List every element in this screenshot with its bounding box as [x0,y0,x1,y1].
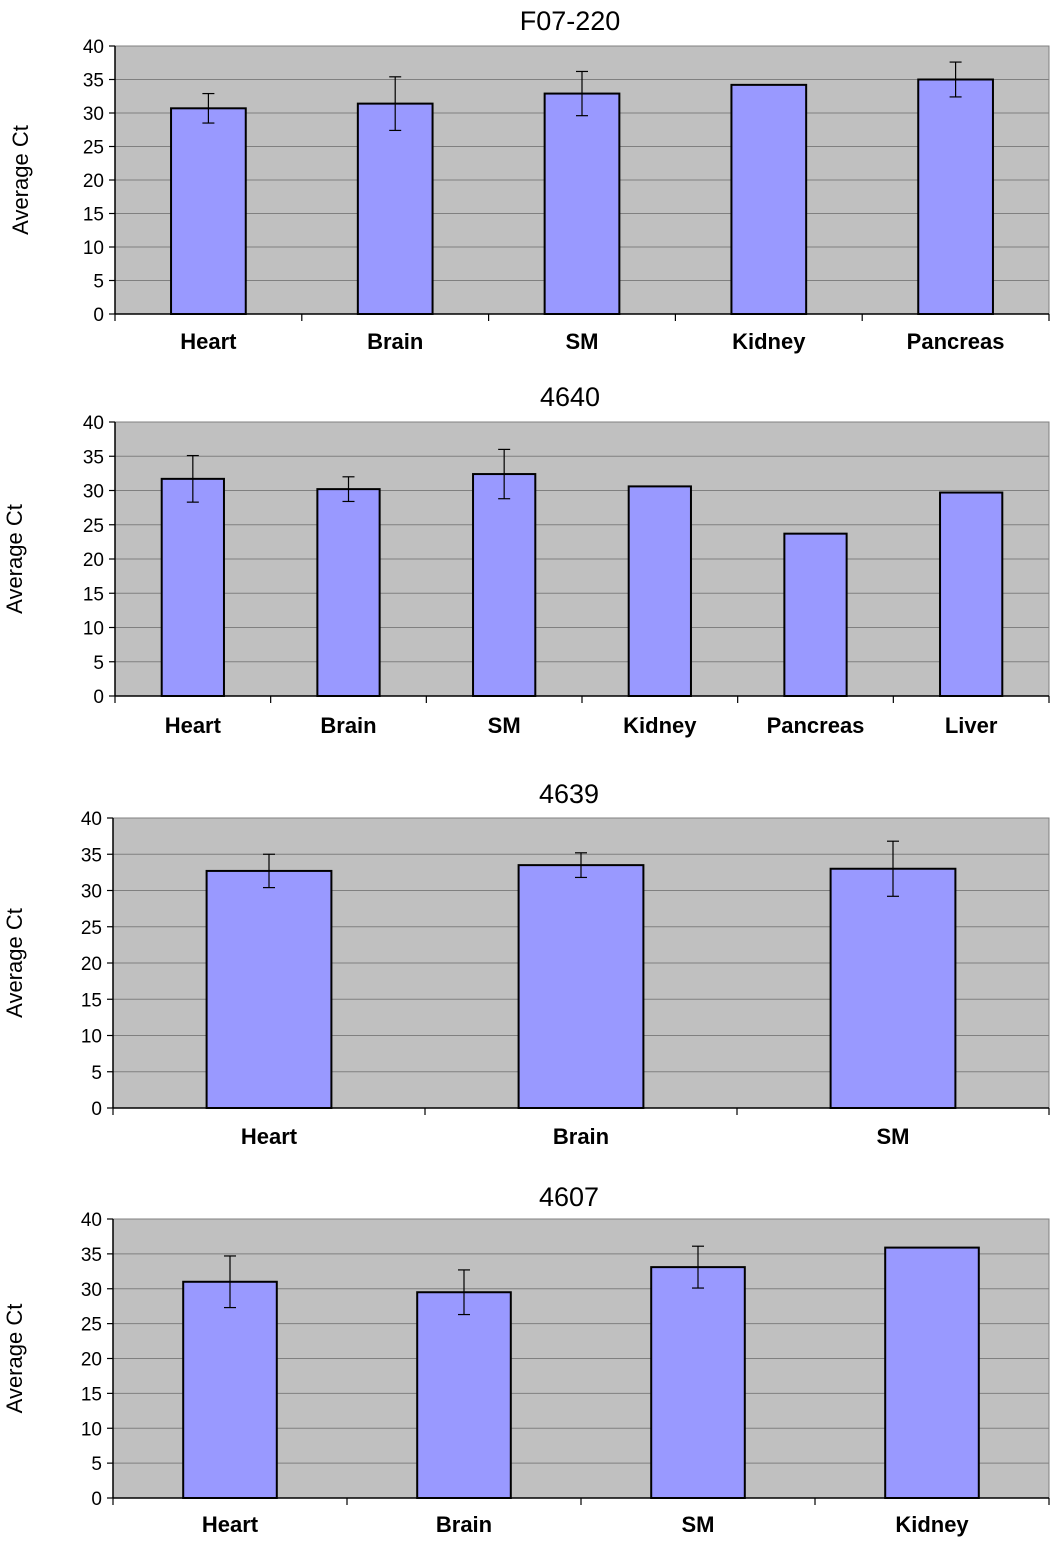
y-tick-label: 35 [81,1245,102,1266]
y-tick-label: 25 [81,1315,102,1336]
y-tick-label: 30 [81,1280,102,1301]
y-tick-label: 0 [91,1489,102,1510]
y-tick-label: 40 [81,1210,102,1231]
y-axis-label: Average Ct [8,125,33,235]
y-tick-label: 20 [81,1350,102,1371]
x-tick-label-kidney: Kidney [732,329,806,354]
bar-heart [160,477,225,698]
y-axis-label: Average Ct [2,1304,27,1414]
x-tick-label-brain: Brain [320,713,376,738]
chart-4639: 0 5 10 15 20 25 30 35 40 Heart Brain SM 4639 Average … [2,779,1050,1149]
bar-brain [356,102,434,316]
y-tick-label: 30 [83,104,104,125]
y-tick-label: 35 [83,447,104,468]
bar-brain [316,488,381,697]
bar-pancreas [917,78,994,315]
x-tick-label-heart: Heart [241,1124,298,1149]
x-tick-label-sm: SM [877,1124,910,1149]
y-tick-label: 20 [81,954,102,975]
chart-title: F07-220 [520,6,621,36]
y-tick-label: 25 [83,138,104,159]
bar-sm [543,92,621,315]
bar-brain [416,1291,512,1499]
y-tick-label: 15 [81,990,102,1011]
y-tick-label: 15 [83,205,104,226]
y-tick-label: 30 [83,482,104,503]
y-tick-label: 10 [81,1027,102,1048]
y-tick-label: 40 [83,413,104,434]
x-tick-label-heart: Heart [180,329,237,354]
y-tick-label: 5 [93,272,104,293]
x-tick-label-pancreas: Pancreas [907,329,1005,354]
y-tick-label: 15 [83,584,104,605]
x-tick-label-heart: Heart [165,713,222,738]
bar-heart [170,107,247,315]
y-axis-label: Average Ct [2,908,27,1018]
y-tick-label: 35 [83,71,104,92]
x-tick-label-sm: SM [566,329,599,354]
bar-kidney [884,1246,980,1499]
bar-kidney [627,485,692,697]
chart-4640: 0 5 10 15 20 25 30 35 40 Heart Brain SM Kidney Pancre… [2,382,1050,738]
y-tick-label: 15 [81,1384,102,1405]
y-tick-label: 35 [81,845,102,866]
y-tick-label: 25 [83,516,104,537]
chart-4607: 0 5 10 15 20 25 30 35 40 Heart Brain SM Kidney 4607 Av… [2,1182,1050,1537]
x-tick-label-heart: Heart [202,1512,259,1537]
y-tick-label: 0 [93,687,104,708]
x-tick-label-pancreas: Pancreas [767,713,865,738]
y-tick-label: 40 [83,37,104,58]
bar-brain [517,864,645,1109]
bar-heart [205,869,333,1109]
chart-f07-220: 0 5 10 15 20 25 30 35 40 Heart Brain SM Kidney Pancre… [8,6,1050,354]
bar-kidney [730,83,808,315]
y-tick-label: 5 [91,1063,102,1084]
y-tick-label: 10 [81,1419,102,1440]
x-tick-label-brain: Brain [436,1512,492,1537]
y-tick-label: 10 [83,619,104,640]
x-tick-label-liver: Liver [945,713,998,738]
chart-title: 4607 [539,1182,599,1212]
bar-liver [939,491,1004,698]
y-tick-label: 5 [91,1454,102,1475]
x-tick-label-sm: SM [488,713,521,738]
bar-sm [829,867,957,1109]
y-tick-label: 40 [81,809,102,830]
bar-sm [650,1266,746,1499]
bar-sm [472,473,537,697]
x-tick-label-kidney: Kidney [623,713,697,738]
chart-title: 4639 [539,779,599,809]
x-tick-label-sm: SM [682,1512,715,1537]
y-tick-label: 30 [81,882,102,903]
y-tick-label: 20 [83,550,104,571]
y-tick-label: 0 [93,305,104,326]
x-tick-label-brain: Brain [367,329,423,354]
bar-pancreas [783,532,848,697]
x-tick-label-brain: Brain [553,1124,609,1149]
y-tick-label: 5 [93,653,104,674]
y-axis-label: Average Ct [2,504,27,614]
y-tick-label: 10 [83,238,104,259]
y-tick-label: 0 [91,1099,102,1120]
chart-title: 4640 [540,382,600,412]
y-tick-label: 20 [83,171,104,192]
x-tick-label-kidney: Kidney [895,1512,969,1537]
y-tick-label: 25 [81,918,102,939]
bar-heart [182,1280,278,1500]
